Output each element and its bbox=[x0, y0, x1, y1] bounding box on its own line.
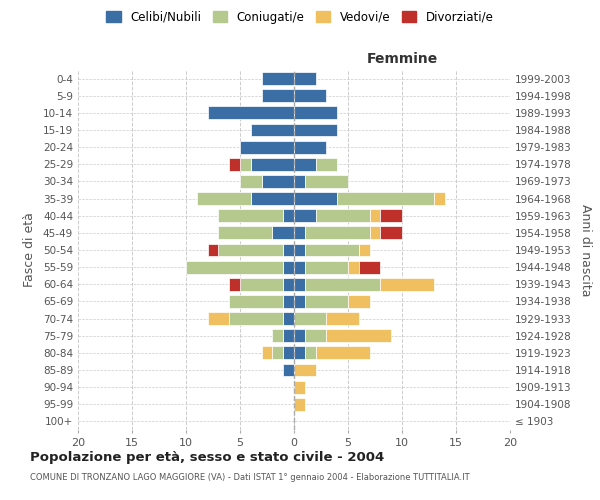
Bar bbox=[294, 244, 305, 256]
Bar bbox=[283, 312, 294, 325]
Bar bbox=[294, 106, 337, 120]
Bar bbox=[434, 192, 445, 205]
Bar bbox=[262, 90, 294, 102]
Bar bbox=[272, 330, 283, 342]
Text: Femmine: Femmine bbox=[367, 52, 437, 66]
Bar bbox=[272, 346, 283, 360]
Bar bbox=[316, 158, 337, 170]
Bar bbox=[283, 346, 294, 360]
Text: COMUNE DI TRONZANO LAGO MAGGIORE (VA) - Dati ISTAT 1° gennaio 2004 - Elaborazion: COMUNE DI TRONZANO LAGO MAGGIORE (VA) - … bbox=[30, 473, 470, 482]
Bar bbox=[262, 346, 272, 360]
Bar bbox=[294, 398, 305, 410]
Bar bbox=[294, 158, 316, 170]
Bar bbox=[251, 158, 294, 170]
Bar bbox=[262, 175, 294, 188]
Bar bbox=[218, 226, 272, 239]
Bar bbox=[283, 364, 294, 376]
Bar bbox=[240, 175, 262, 188]
Bar bbox=[283, 260, 294, 274]
Bar bbox=[294, 72, 316, 85]
Bar bbox=[294, 140, 326, 153]
Bar bbox=[208, 106, 294, 120]
Bar bbox=[229, 158, 240, 170]
Bar bbox=[326, 330, 391, 342]
Bar bbox=[305, 330, 326, 342]
Y-axis label: Anni di nascita: Anni di nascita bbox=[580, 204, 592, 296]
Bar bbox=[229, 312, 283, 325]
Bar bbox=[294, 330, 305, 342]
Bar bbox=[240, 158, 251, 170]
Bar bbox=[359, 260, 380, 274]
Bar bbox=[326, 312, 359, 325]
Bar bbox=[294, 192, 337, 205]
Bar bbox=[283, 210, 294, 222]
Bar bbox=[294, 278, 305, 290]
Bar bbox=[294, 295, 305, 308]
Bar bbox=[240, 140, 294, 153]
Bar bbox=[283, 330, 294, 342]
Y-axis label: Fasce di età: Fasce di età bbox=[23, 212, 36, 288]
Bar bbox=[294, 124, 337, 136]
Bar bbox=[283, 244, 294, 256]
Bar bbox=[305, 295, 348, 308]
Bar bbox=[218, 210, 283, 222]
Bar bbox=[370, 226, 380, 239]
Bar bbox=[305, 346, 316, 360]
Bar bbox=[294, 346, 305, 360]
Bar bbox=[294, 226, 305, 239]
Bar bbox=[305, 226, 370, 239]
Bar bbox=[208, 312, 229, 325]
Bar bbox=[380, 210, 402, 222]
Bar bbox=[316, 210, 370, 222]
Bar bbox=[229, 295, 283, 308]
Bar bbox=[262, 72, 294, 85]
Bar bbox=[294, 175, 305, 188]
Bar bbox=[240, 278, 283, 290]
Text: Popolazione per età, sesso e stato civile - 2004: Popolazione per età, sesso e stato civil… bbox=[30, 451, 384, 464]
Bar bbox=[348, 260, 359, 274]
Bar bbox=[380, 278, 434, 290]
Bar bbox=[272, 226, 294, 239]
Bar bbox=[283, 278, 294, 290]
Bar bbox=[294, 260, 305, 274]
Bar bbox=[380, 226, 402, 239]
Bar bbox=[208, 244, 218, 256]
Bar bbox=[218, 244, 283, 256]
Bar bbox=[229, 278, 240, 290]
Bar bbox=[337, 192, 434, 205]
Bar bbox=[305, 175, 348, 188]
Bar bbox=[197, 192, 251, 205]
Bar bbox=[305, 244, 359, 256]
Bar bbox=[294, 364, 316, 376]
Bar bbox=[294, 210, 316, 222]
Bar bbox=[294, 380, 305, 394]
Bar bbox=[305, 260, 348, 274]
Bar bbox=[251, 124, 294, 136]
Bar bbox=[348, 295, 370, 308]
Bar bbox=[186, 260, 283, 274]
Bar bbox=[370, 210, 380, 222]
Bar bbox=[283, 295, 294, 308]
Bar bbox=[294, 312, 326, 325]
Bar bbox=[316, 346, 370, 360]
Legend: Celibi/Nubili, Coniugati/e, Vedovi/e, Divorziati/e: Celibi/Nubili, Coniugati/e, Vedovi/e, Di… bbox=[101, 6, 499, 28]
Bar bbox=[294, 90, 326, 102]
Bar bbox=[251, 192, 294, 205]
Bar bbox=[305, 278, 380, 290]
Bar bbox=[359, 244, 370, 256]
